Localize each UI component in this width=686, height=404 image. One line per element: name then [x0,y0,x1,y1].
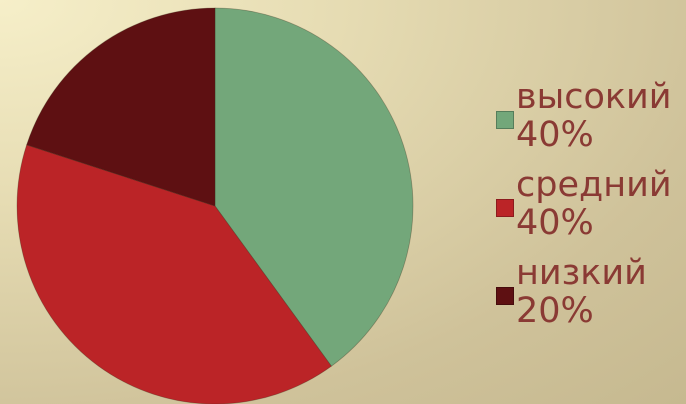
pie-slice-low [26,7,216,207]
pie-slice-high [214,7,414,367]
legend-percent-low: 20% [516,291,594,331]
pie-slices [16,7,414,404]
legend-item-high: высокий 40% [494,78,684,166]
legend-name-high: высокий [516,77,672,117]
legend-label-low: низкий 20% [516,254,647,330]
legend-label-high: высокий 40% [516,78,672,154]
legend-name-low: низкий [516,253,647,293]
legend-item-low: низкий 20% [494,254,684,342]
legend-swatch-high [496,111,514,129]
legend-item-medium: средний 40% [494,166,684,254]
pie-slice-medium [16,144,332,404]
legend-percent-high: 40% [516,115,594,155]
legend-name-medium: средний [516,165,672,205]
legend-swatch-medium [496,199,514,217]
legend-percent-medium: 40% [516,203,594,243]
legend: высокий 40% средний 40% низкий 20% [494,78,684,342]
legend-label-medium: средний 40% [516,166,672,242]
legend-swatch-low [496,287,514,305]
